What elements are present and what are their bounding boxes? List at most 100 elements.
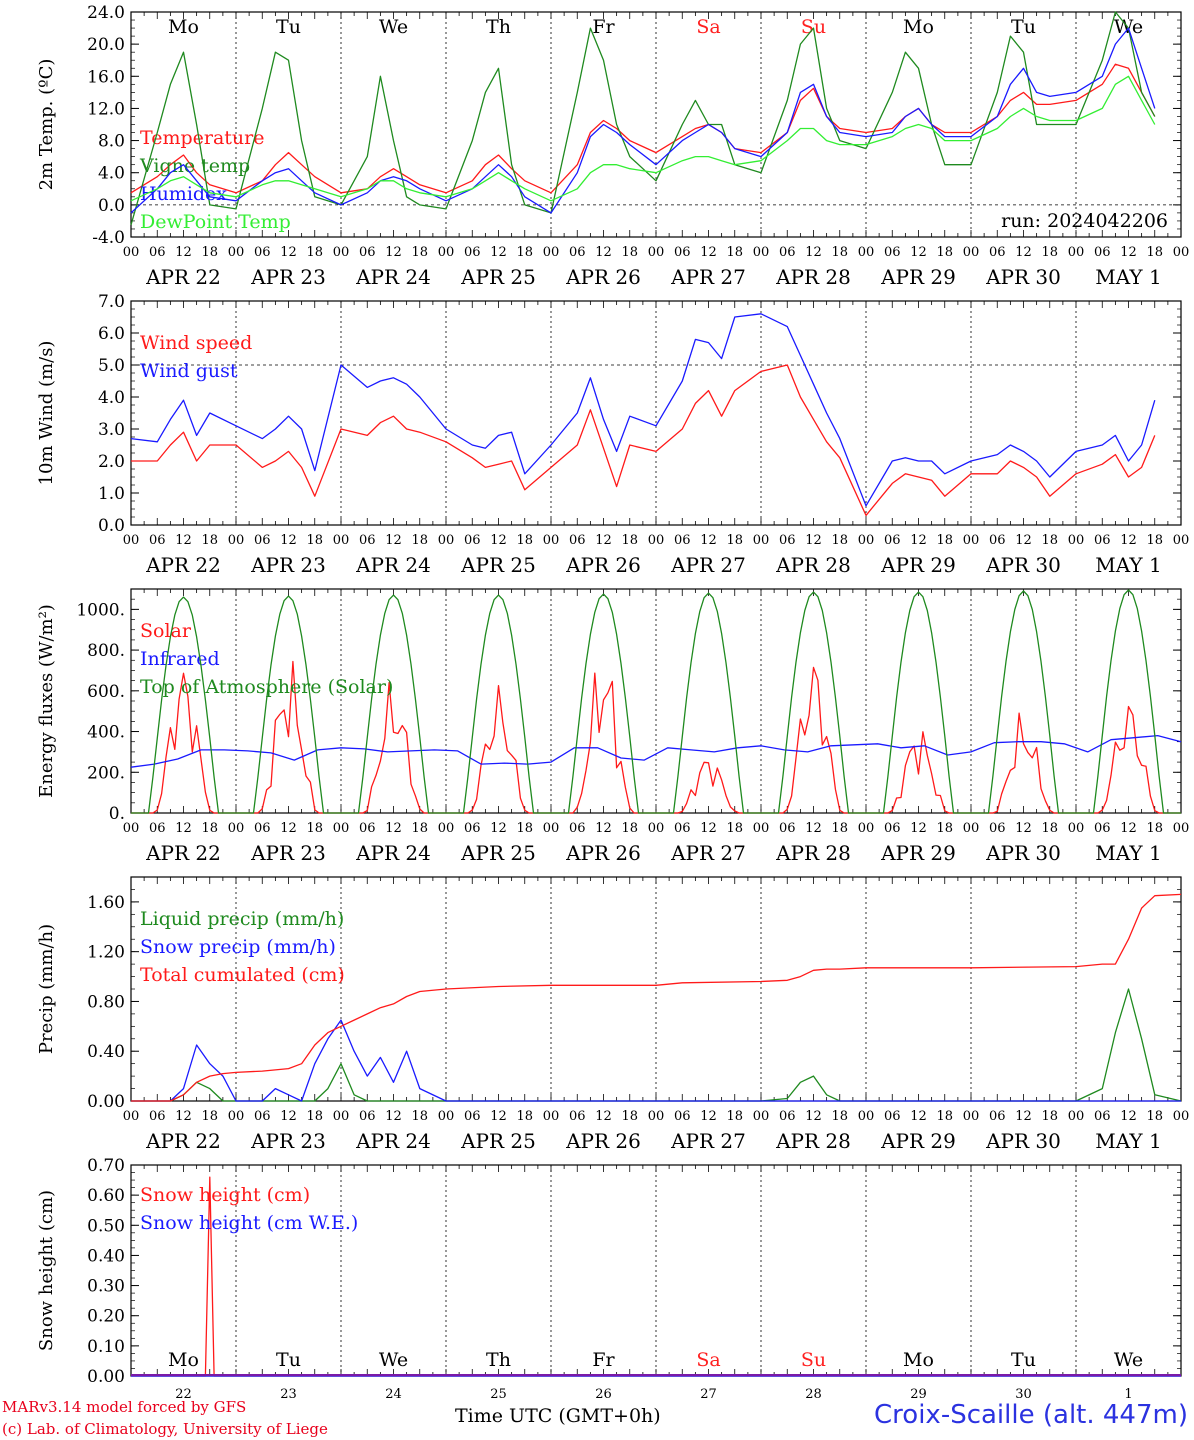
y-axis-label: Snow height (cm): [36, 1190, 57, 1351]
hour-tick-label: 18: [936, 821, 953, 836]
day-name-label: We: [1114, 1349, 1143, 1371]
hour-tick-label: 06: [464, 245, 481, 260]
y-tick-label: 2.0: [98, 452, 125, 472]
hour-tick-label: 06: [1094, 1109, 1111, 1124]
hour-tick-label: 18: [831, 1109, 848, 1124]
hour-tick-label: 06: [1094, 245, 1111, 260]
legend-vigne-temp: Vigne temp: [139, 155, 250, 177]
hour-tick-label: 18: [411, 533, 428, 548]
hour-tick-label: 12: [280, 1109, 297, 1124]
y-tick-label: 8.0: [98, 132, 125, 152]
date-label: APR 26: [565, 553, 641, 577]
hour-tick-label: 18: [516, 821, 533, 836]
y-tick-label: 6.0: [98, 324, 125, 344]
y-tick-label: 0.0: [98, 196, 125, 216]
y-tick-label: 7.0: [98, 292, 125, 312]
hour-tick-label: 18: [1146, 533, 1163, 548]
hour-tick-label: 00: [333, 245, 350, 260]
hour-tick-label: 00: [438, 533, 455, 548]
date-label: APR 27: [670, 1129, 746, 1153]
date-label: APR 28: [775, 553, 851, 577]
day-number-label: 29: [910, 1387, 927, 1402]
series-top-of-atmosphere-solar-: [131, 589, 1181, 814]
hour-tick-label: 18: [621, 245, 638, 260]
time-axis-label: Time UTC (GMT+0h): [455, 1405, 661, 1427]
y-tick-label: 600.: [87, 682, 125, 702]
date-label: APR 28: [775, 841, 851, 865]
date-label: APR 22: [145, 841, 221, 865]
hour-tick-label: 18: [516, 533, 533, 548]
hour-tick-label: 12: [1015, 1109, 1032, 1124]
hour-tick-label: 00: [648, 1109, 665, 1124]
hour-tick-label: 18: [411, 821, 428, 836]
hour-tick-label: 00: [1068, 245, 1085, 260]
hour-tick-label: 18: [1041, 1109, 1058, 1124]
day-name-label: Tu: [276, 16, 301, 38]
y-axis-label: Energy fluxes (W/m²): [36, 604, 57, 798]
hour-tick-label: 12: [1120, 821, 1137, 836]
legend-snow-height-cm-w-e-: Snow height (cm W.E.): [140, 1212, 358, 1234]
hour-tick-label: 00: [228, 1109, 245, 1124]
legend-liquid-precip-mm-h-: Liquid precip (mm/h): [140, 908, 344, 930]
hour-tick-label: 00: [438, 245, 455, 260]
hour-tick-label: 18: [1041, 821, 1058, 836]
hour-tick-label: 12: [1120, 1109, 1137, 1124]
date-label: APR 29: [880, 841, 956, 865]
y-tick-label: 16.0: [87, 67, 125, 87]
hour-tick-label: 00: [858, 821, 875, 836]
hour-tick-label: 12: [385, 821, 402, 836]
date-label: APR 30: [985, 265, 1061, 289]
legend-wind-gust: Wind gust: [140, 360, 238, 382]
hour-tick-label: 12: [805, 245, 822, 260]
hour-tick-label: 12: [700, 1109, 717, 1124]
day-name-label: We: [379, 16, 408, 38]
day-name-label: Fr: [592, 1349, 615, 1371]
hour-tick-label: 00: [648, 245, 665, 260]
hour-tick-label: 18: [726, 533, 743, 548]
y-tick-label: 0.60: [87, 1186, 125, 1206]
hour-tick-label: 12: [490, 533, 507, 548]
hour-tick-label: 00: [228, 245, 245, 260]
date-label: APR 25: [460, 553, 536, 577]
day-name-label: Mo: [168, 16, 199, 38]
hour-tick-label: 18: [831, 245, 848, 260]
series-infrared: [130, 734, 1182, 768]
hour-tick-label: 18: [621, 821, 638, 836]
hour-tick-label: 18: [726, 821, 743, 836]
date-label: APR 22: [145, 1129, 221, 1153]
hour-tick-label: 18: [621, 533, 638, 548]
hour-tick-label: 12: [910, 1109, 927, 1124]
hour-tick-label: 18: [1146, 1109, 1163, 1124]
hour-tick-label: 00: [333, 821, 350, 836]
hour-tick-label: 18: [306, 245, 323, 260]
date-label: APR 28: [775, 265, 851, 289]
legend-wind-speed: Wind speed: [140, 332, 252, 354]
hour-tick-label: 12: [700, 821, 717, 836]
y-tick-label: 12.0: [87, 99, 125, 119]
hour-tick-label: 12: [490, 245, 507, 260]
series-dewpoint-temp: [130, 75, 1156, 202]
hour-tick-label: 00: [543, 245, 560, 260]
hour-tick-label: 18: [201, 821, 218, 836]
date-label: APR 25: [460, 1129, 536, 1153]
hour-tick-label: 12: [595, 1109, 612, 1124]
hour-tick-label: 12: [280, 821, 297, 836]
y-tick-label: 400.: [87, 723, 125, 743]
legend-dewpoint-temp: DewPoint Temp: [140, 211, 291, 233]
model-credit: MARv3.14 model forced by GFS: [2, 1398, 247, 1416]
hour-tick-label: 12: [595, 245, 612, 260]
day-name-label: We: [379, 1349, 408, 1371]
day-number-label: 30: [1015, 1387, 1032, 1402]
y-tick-label: 24.0: [87, 3, 125, 23]
date-label: APR 25: [460, 841, 536, 865]
hour-tick-label: 18: [201, 1109, 218, 1124]
legend-top-of-atmosphere-solar-: Top of Atmosphere (Solar): [140, 676, 393, 698]
hour-tick-label: 12: [700, 533, 717, 548]
date-label: APR 29: [880, 265, 956, 289]
hour-tick-label: 06: [149, 1109, 166, 1124]
date-label: APR 27: [670, 841, 746, 865]
hour-tick-label: 06: [569, 533, 586, 548]
y-tick-label: 0.40: [87, 1246, 125, 1266]
hour-tick-label: 18: [621, 1109, 638, 1124]
station-title: Croix-Scaille (alt. 447m): [874, 1400, 1188, 1430]
